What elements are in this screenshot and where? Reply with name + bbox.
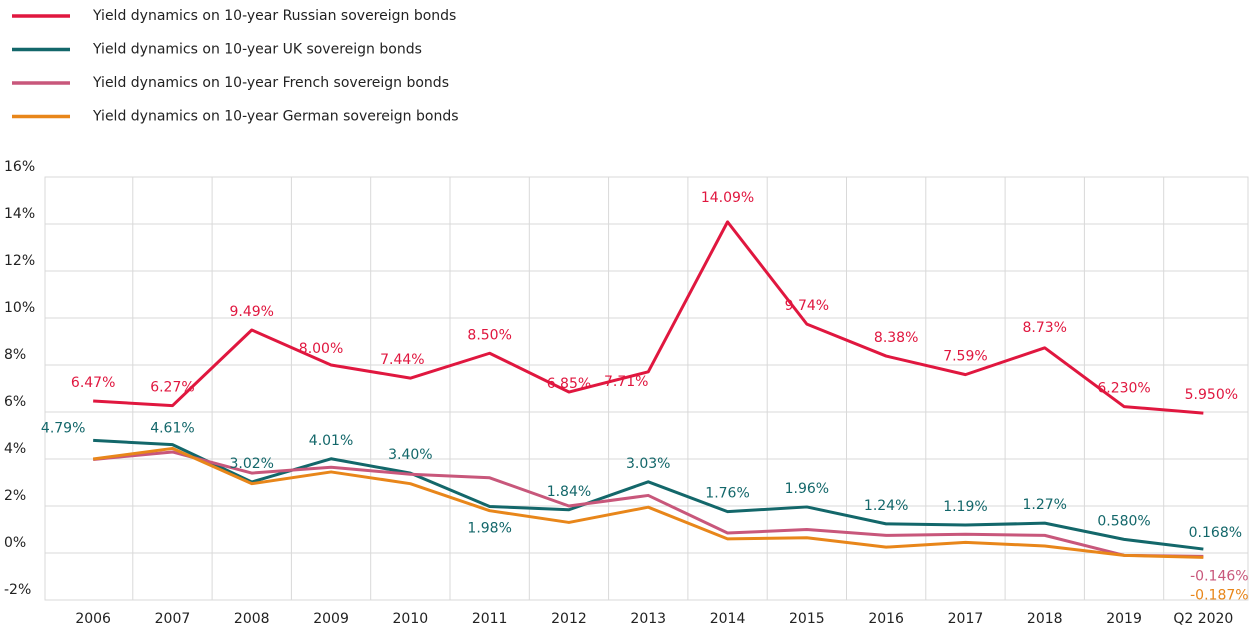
series-line <box>92 446 1204 559</box>
data-label: 6.230% <box>1097 381 1150 397</box>
data-label: 9.49% <box>230 304 274 320</box>
data-label: 8.00% <box>299 341 343 357</box>
x-tick-label: 2009 <box>313 611 349 627</box>
data-label: 8.38% <box>874 330 918 346</box>
x-tick-label: 2010 <box>393 611 429 627</box>
y-tick-label: 14% <box>4 206 35 222</box>
x-tick-label: 2019 <box>1106 611 1142 627</box>
data-label: 9.74% <box>785 298 829 314</box>
y-tick-label: 2% <box>4 488 26 504</box>
data-label: 14.09% <box>701 190 754 206</box>
data-label: 1.98% <box>467 520 511 536</box>
data-label: 1.27% <box>1023 497 1067 513</box>
legend-label: Yield dynamics on 10-year German soverei… <box>92 109 459 125</box>
legend-label: Yield dynamics on 10-year UK sovereign b… <box>92 42 422 58</box>
data-label: 0.580% <box>1097 513 1150 529</box>
data-label: 6.85% <box>547 376 591 392</box>
data-label: 3.02% <box>230 456 274 472</box>
legend-label: Yield dynamics on 10-year Russian sovere… <box>92 8 456 24</box>
y-tick-label: 12% <box>4 253 35 269</box>
data-label: 1.76% <box>705 486 749 502</box>
data-label: 0.168% <box>1189 525 1242 541</box>
y-tick-label: 10% <box>4 300 35 316</box>
data-label: 1.96% <box>785 481 829 497</box>
x-tick-label: 2007 <box>155 611 191 627</box>
legend-label: Yield dynamics on 10-year French soverei… <box>92 75 449 91</box>
data-label: 1.84% <box>547 484 591 500</box>
data-label: 6.47% <box>71 375 115 391</box>
plot-frame <box>44 176 1249 601</box>
data-label: 1.19% <box>943 499 987 515</box>
series-line <box>93 450 1204 558</box>
data-label: 7.59% <box>943 349 987 365</box>
data-label: 6.27% <box>150 380 194 396</box>
data-label: 3.40% <box>388 447 432 463</box>
data-label: 7.71% <box>604 374 648 390</box>
data-label: 8.50% <box>467 327 511 343</box>
series-line <box>93 220 1204 415</box>
series-line <box>93 438 1204 551</box>
y-tick-label: 8% <box>4 347 26 363</box>
y-tick-label: 0% <box>4 535 26 551</box>
data-label: 8.73% <box>1023 320 1067 336</box>
x-tick-label: 2013 <box>630 611 666 627</box>
data-label: 7.44% <box>380 352 424 368</box>
x-tick-label: 2015 <box>789 611 825 627</box>
x-tick-label: 2006 <box>75 611 111 627</box>
x-tick-label: 2012 <box>551 611 587 627</box>
y-tick-label: 6% <box>4 394 26 410</box>
data-label: 4.01% <box>309 433 353 449</box>
x-tick-label: 2008 <box>234 611 270 627</box>
x-tick-label: 2011 <box>472 611 508 627</box>
x-tick-label: 2014 <box>710 611 746 627</box>
data-label: -0.146% <box>1190 568 1248 584</box>
data-label: 3.03% <box>626 456 670 472</box>
y-tick-label: -2% <box>4 582 31 598</box>
y-tick-label: 16% <box>4 159 35 175</box>
data-label: 1.24% <box>864 498 908 514</box>
x-tick-label: 2017 <box>948 611 984 627</box>
data-label: -0.187% <box>1190 587 1248 603</box>
x-tick-label: 2018 <box>1027 611 1063 627</box>
data-label: 5.950% <box>1185 387 1238 403</box>
data-label: 4.79% <box>41 420 85 436</box>
x-tick-label: 2016 <box>868 611 904 627</box>
y-tick-label: 4% <box>4 441 26 457</box>
data-label: 4.61% <box>150 421 194 437</box>
x-tick-label: Q2 2020 <box>1173 611 1233 627</box>
